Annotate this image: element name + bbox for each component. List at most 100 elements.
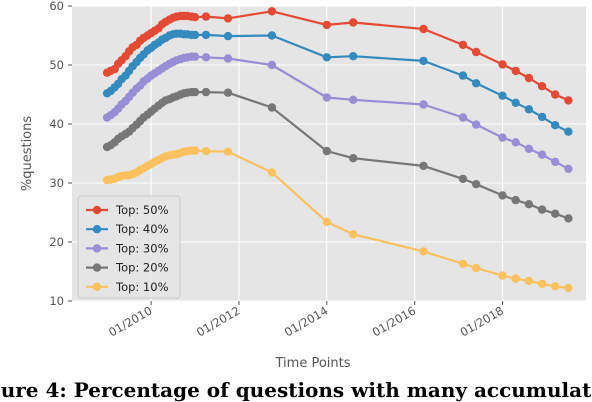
data-point — [190, 30, 200, 40]
data-point — [511, 138, 520, 147]
legend-item: Top: 30% — [86, 241, 169, 255]
legend-item: Top: 40% — [86, 222, 169, 236]
data-point — [267, 7, 277, 16]
data-point — [322, 217, 331, 227]
legend-marker — [92, 225, 102, 234]
legend-label: Top: 10% — [115, 280, 169, 294]
x-axis-ticks: 01/2010 01/2012 01/2014 01/2016 01/2018 — [106, 301, 506, 339]
data-point — [201, 12, 211, 21]
data-point — [524, 276, 534, 286]
x-tick-label: 01/2010 — [106, 303, 154, 339]
data-point — [322, 146, 331, 156]
data-point — [223, 54, 233, 63]
data-point — [551, 209, 560, 218]
x-axis-label: Time Points — [275, 356, 351, 371]
legend-box — [77, 195, 181, 299]
legend-item: Top: 10% — [86, 280, 169, 294]
data-point — [564, 127, 573, 136]
data-point — [322, 20, 331, 30]
data-point — [267, 31, 277, 40]
legend-label: Top: 40% — [115, 222, 169, 236]
data-point — [349, 230, 358, 239]
data-point — [201, 30, 211, 40]
data-point — [564, 96, 573, 105]
data-point — [551, 90, 560, 99]
y-tick-label: 30 — [49, 176, 64, 190]
data-point — [551, 157, 560, 166]
data-point — [419, 56, 428, 66]
data-point — [498, 271, 507, 280]
data-point — [190, 146, 200, 155]
y-tick-label: 50 — [49, 58, 64, 72]
data-point — [458, 40, 468, 50]
data-point — [472, 79, 481, 88]
data-point — [524, 73, 534, 83]
x-tick-label: 01/2018 — [458, 303, 506, 339]
data-point — [524, 105, 534, 114]
data-point — [223, 14, 233, 23]
data-point — [472, 180, 481, 189]
data-point — [537, 112, 547, 122]
legend-marker — [92, 244, 102, 253]
series-group — [102, 87, 573, 223]
legend-marker — [92, 205, 102, 215]
data-point — [322, 93, 331, 102]
legend-label: Top: 20% — [115, 261, 169, 275]
data-point — [223, 88, 233, 97]
data-point — [458, 174, 468, 184]
data-point — [349, 154, 358, 163]
data-point — [419, 24, 428, 34]
data-point — [537, 82, 547, 91]
x-tick-label: 01/2012 — [194, 303, 242, 339]
data-point — [551, 282, 560, 291]
data-point — [498, 91, 507, 100]
data-point — [201, 87, 211, 97]
data-point — [267, 168, 277, 177]
data-point — [498, 133, 507, 142]
x-tick-label: 01/2014 — [282, 303, 330, 339]
data-point — [511, 98, 520, 108]
data-point — [267, 103, 277, 112]
data-point — [223, 31, 233, 41]
data-point — [190, 87, 200, 97]
data-point — [419, 247, 428, 256]
data-point — [190, 13, 200, 22]
data-point — [458, 259, 468, 268]
data-point — [190, 52, 200, 61]
series-group — [102, 52, 573, 173]
figure-caption: ure 4: Percentage of questions with many… — [0, 378, 592, 402]
data-point — [524, 200, 534, 209]
data-point — [472, 120, 481, 129]
data-point — [458, 71, 468, 80]
data-point — [511, 274, 520, 283]
legend-marker — [92, 263, 102, 272]
data-point — [223, 147, 233, 156]
data-point — [551, 121, 560, 130]
data-point — [472, 263, 481, 273]
legend: Top: 50% Top: 40% Top: 30% Top: 20% Top: 10% — [77, 195, 181, 299]
data-point — [419, 100, 428, 109]
data-point — [349, 52, 358, 61]
data-point — [564, 214, 573, 223]
data-point — [201, 146, 211, 156]
data-point — [537, 205, 547, 214]
data-point — [564, 164, 573, 173]
data-point — [322, 53, 331, 62]
data-point — [498, 191, 507, 200]
data-point — [511, 66, 520, 76]
y-axis-ticks: 10 20 30 40 50 60 — [49, 0, 72, 308]
data-point — [419, 161, 428, 171]
series-group — [102, 7, 573, 105]
data-point — [349, 95, 358, 105]
data-point — [498, 60, 507, 69]
data-point — [564, 283, 573, 293]
data-point — [349, 18, 358, 27]
data-point — [511, 195, 520, 205]
y-tick-label: 40 — [49, 117, 64, 131]
data-point — [537, 150, 547, 159]
data-point — [458, 113, 468, 122]
y-tick-label: 60 — [49, 0, 64, 13]
legend-marker — [92, 282, 102, 291]
series-group — [102, 29, 573, 136]
data-point — [524, 144, 534, 153]
